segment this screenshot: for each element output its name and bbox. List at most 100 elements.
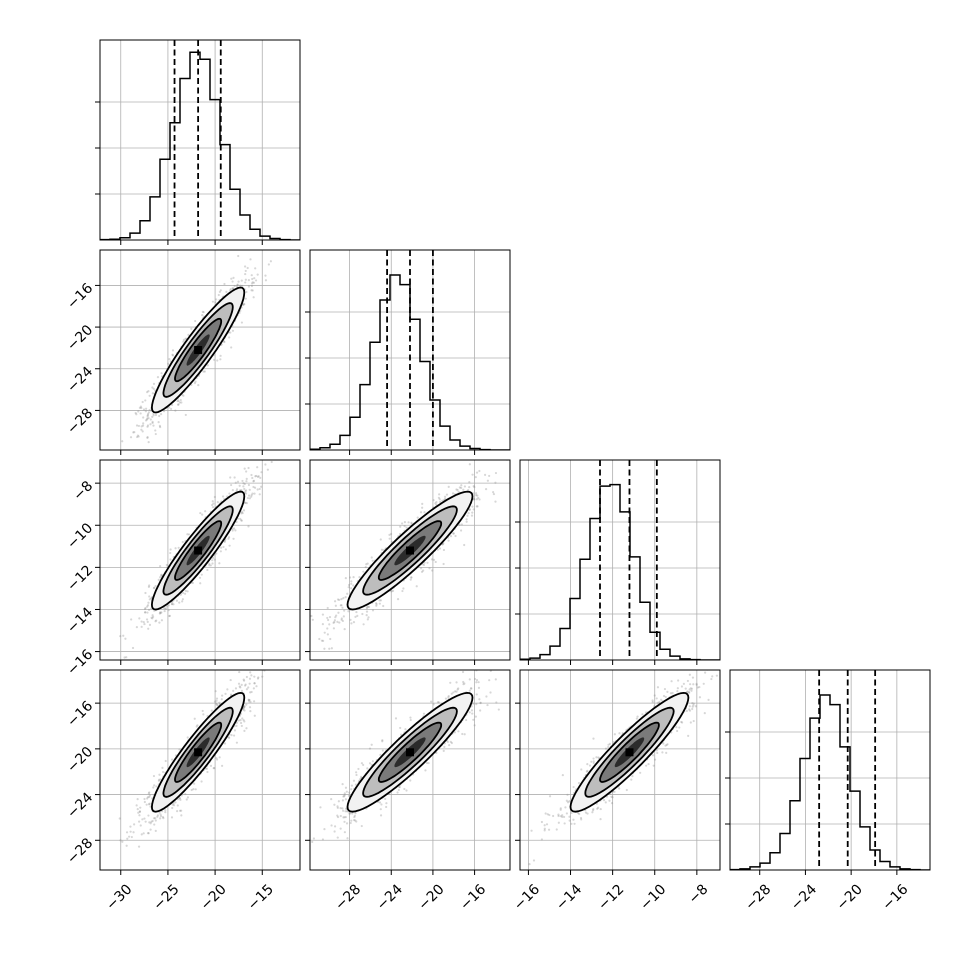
scatter-point <box>344 596 347 599</box>
scatter-point <box>471 702 475 705</box>
scatter-point <box>138 617 141 620</box>
scatter-point <box>148 802 151 805</box>
scatter-point <box>154 620 157 623</box>
scatter-point <box>118 817 121 820</box>
scatter-point <box>174 547 177 550</box>
scatter-point <box>245 470 248 473</box>
scatter-point <box>390 590 393 593</box>
scatter-point <box>365 614 368 617</box>
scatter-point <box>488 474 491 478</box>
scatter-point <box>543 829 546 832</box>
scatter-point <box>237 719 240 722</box>
scatter-point <box>211 503 214 507</box>
scatter-point <box>244 683 247 686</box>
scatter-point <box>255 474 258 478</box>
scatter-point <box>201 709 204 713</box>
scatter-point <box>419 511 423 514</box>
scatter-point <box>352 584 355 587</box>
scatter-point <box>689 683 692 686</box>
scatter-point <box>333 830 336 833</box>
scatter-point <box>242 509 246 512</box>
scatter-point <box>543 824 546 827</box>
contour-line-0 <box>569 691 690 813</box>
scatter-point <box>472 718 475 721</box>
scatter-point <box>232 689 235 692</box>
scatter-point <box>178 809 182 812</box>
scatter-point <box>251 476 254 480</box>
scatter-point <box>356 614 359 617</box>
scatter-point <box>158 611 162 614</box>
scatter-point <box>138 406 142 409</box>
scatter-point <box>354 783 358 786</box>
scatter-point <box>144 410 147 413</box>
scatter-panel-2-1 <box>305 459 511 665</box>
scatter-point <box>218 290 221 294</box>
scatter-point <box>122 634 125 637</box>
scatter-point <box>206 364 209 367</box>
scatter-point <box>670 680 673 683</box>
scatter-point <box>158 612 161 615</box>
scatter-point <box>458 486 461 489</box>
scatter-point <box>150 820 153 823</box>
scatter-point <box>423 511 426 514</box>
scatter-point <box>140 428 143 431</box>
scatter-point <box>401 589 404 593</box>
scatter-point <box>639 771 642 774</box>
scatter-point <box>191 581 194 585</box>
contour-line-2 <box>174 721 223 783</box>
scatter-point <box>171 403 174 406</box>
scatter-point <box>438 547 442 550</box>
scatter-point <box>345 810 349 813</box>
scatter-point <box>171 603 174 606</box>
scatter-point <box>342 597 345 600</box>
scatter-point <box>486 665 488 667</box>
scatter-point <box>455 681 458 684</box>
scatter-point <box>682 682 685 685</box>
scatter-point <box>312 837 316 840</box>
scatter-point <box>702 682 705 685</box>
scatter-point <box>224 692 227 695</box>
contour-line-0 <box>150 691 246 813</box>
scatter-point <box>157 779 161 782</box>
scatter-point <box>163 607 167 610</box>
scatter-point <box>347 794 351 797</box>
scatter-point <box>247 698 250 702</box>
scatter-point <box>475 471 479 474</box>
scatter-point <box>232 527 236 530</box>
contour-line-2 <box>377 721 443 783</box>
scatter-point <box>540 838 543 841</box>
scatter-point <box>350 819 353 822</box>
scatter-point <box>182 394 185 397</box>
scatter-point <box>379 753 382 756</box>
scatter-point <box>447 695 450 698</box>
scatter-point <box>364 565 367 569</box>
scatter-point <box>472 485 475 488</box>
scatter-point <box>327 618 330 622</box>
scatter-point <box>242 678 245 681</box>
scatter-point <box>409 779 412 782</box>
scatter-point <box>135 804 138 807</box>
scatter-point <box>119 635 122 638</box>
scatter-point <box>198 576 202 579</box>
scatter-point <box>559 815 562 818</box>
scatter-point <box>378 599 381 602</box>
scatter-point <box>618 787 621 790</box>
scatter-point <box>234 529 237 532</box>
scatter-point <box>328 623 331 626</box>
scatter-point <box>244 490 247 493</box>
x-tick-label-2-4: −8 <box>686 881 712 907</box>
scatter-point <box>186 533 189 536</box>
scatter-point <box>552 814 555 818</box>
scatter-point <box>362 623 365 626</box>
scatter-point <box>137 811 140 814</box>
scatter-point <box>532 859 536 862</box>
scatter-point <box>346 592 349 595</box>
scatter-point <box>428 567 431 570</box>
scatter-point <box>250 494 253 497</box>
scatter-point <box>724 654 726 656</box>
scatter-point <box>252 281 256 284</box>
scatter-point <box>502 663 504 665</box>
scatter-point <box>146 424 150 427</box>
scatter-point <box>652 754 655 757</box>
scatter-point <box>362 763 365 767</box>
